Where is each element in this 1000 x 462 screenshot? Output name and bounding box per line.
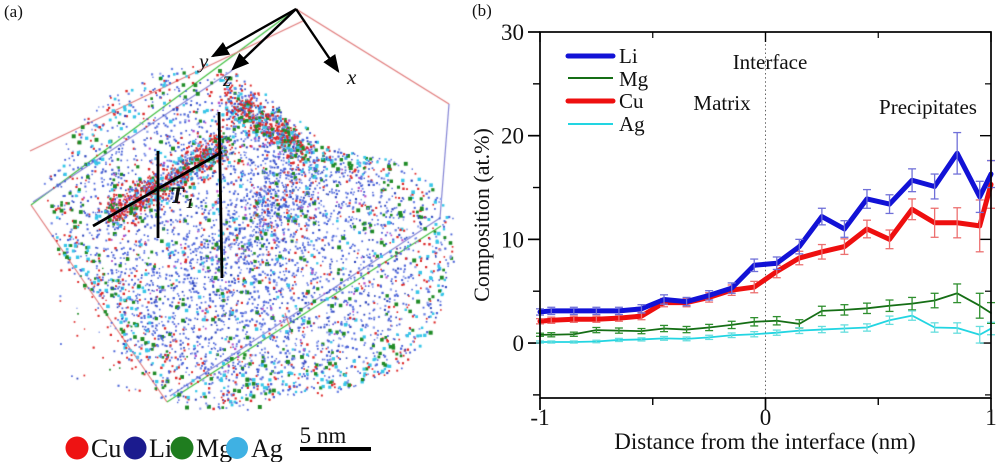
panel-b-label: (b) [472, 1, 492, 20]
y-axis-arrow [210, 7, 297, 58]
li-dot-icon [123, 436, 147, 460]
legend-item-ag: Ag [226, 434, 283, 462]
y-axis-title: Composition (at.%) [470, 128, 494, 302]
y-tick-label: 0 [513, 331, 525, 356]
chart-legend: Li Mg Cu Ag [565, 44, 649, 136]
x-tick-label: -1 [530, 405, 549, 430]
y-tick-label: 20 [501, 124, 524, 149]
t1-plate-marker-lines [92, 111, 224, 279]
chart-legend-item-ag: Ag [568, 112, 645, 136]
x-tick-label: 1 [985, 405, 997, 430]
scale-bar: 5 nm [300, 423, 371, 451]
chart-legend-label-ag: Ag [619, 112, 645, 136]
panel-a-label: (a) [4, 2, 23, 21]
z-axis-letter: z [222, 67, 231, 91]
t1-label-subscript: 1 [186, 196, 194, 212]
legend-item-mg: Mg [170, 434, 232, 462]
chart-legend-item-cu: Cu [565, 89, 644, 113]
t1-label-main: T [170, 183, 185, 208]
y-tick-label: 10 [501, 227, 524, 252]
ag-error-bars [536, 310, 995, 344]
t1-marker-line [217, 111, 224, 279]
cu-dot-icon [65, 436, 89, 460]
plot-layer: 0 10 20 30 -1 0 1 [501, 20, 997, 430]
mg-series-line [539, 292, 992, 336]
x-axis-letter: x [346, 65, 357, 89]
chart-legend-item-li: Li [565, 44, 638, 68]
chart-legend-item-mg: Mg [568, 67, 649, 91]
legend-label-ag: Ag [251, 434, 283, 462]
ag-series-line [539, 314, 992, 343]
composition-chart: (b) 0 10 20 30 -1 0 1 Interface Matrix Precipi… [470, 1, 997, 454]
t1-marker-line [92, 150, 223, 228]
scale-bar-label: 5 nm [300, 423, 347, 448]
atom-point-cloud [0, 0, 470, 462]
coordinate-axes-arrows [210, 7, 340, 73]
legend-label-cu: Cu [91, 434, 121, 462]
x-axis-arrow [295, 8, 340, 73]
interface-region-label: Interface [733, 50, 808, 74]
legend-item-cu: Cu [65, 434, 121, 462]
x-tick-label: 0 [760, 405, 772, 430]
y-axis-letter: y [197, 49, 209, 73]
scale-bar-line [300, 447, 371, 451]
li-error-bars [536, 131, 995, 316]
y-tick-label: 30 [501, 20, 524, 45]
chart-legend-label-cu: Cu [619, 89, 644, 113]
species-legend: Cu Li Mg Ag [65, 434, 283, 462]
matrix-region-label: Matrix [693, 91, 751, 115]
legend-label-li: Li [149, 434, 172, 462]
x-axis-title: Distance from the interface (nm) [614, 429, 915, 454]
chart-legend-label-mg: Mg [619, 67, 649, 91]
li-series-line [537, 150, 994, 315]
cu-series-line [537, 181, 994, 324]
panel-b-chart: (b) 0 10 20 30 -1 0 1 Interface Matrix Precipi… [470, 0, 1000, 462]
ag-dot-icon [226, 437, 248, 459]
precipitates-region-label: Precipitates [879, 95, 977, 119]
mg-dot-icon [170, 436, 194, 460]
chart-legend-label-li: Li [619, 44, 638, 68]
z-axis-arrow [231, 8, 297, 71]
plot-frame [539, 31, 992, 399]
legend-item-li: Li [123, 434, 172, 462]
